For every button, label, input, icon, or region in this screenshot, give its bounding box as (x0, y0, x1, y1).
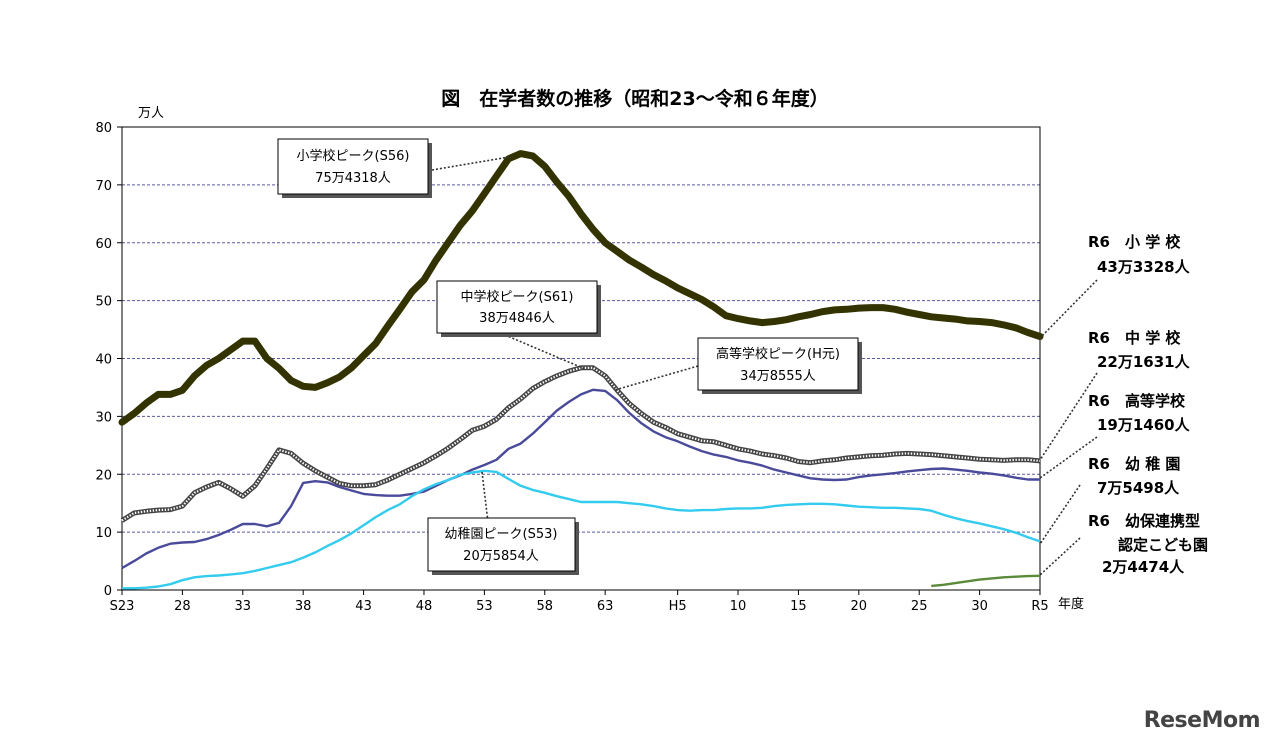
callout-box (697, 337, 859, 391)
x-tick-label: 30 (971, 599, 988, 614)
series-高等学校 (121, 388, 1040, 570)
legend-value: 43万3328人 (1097, 258, 1191, 276)
series-line-outer (120, 365, 1041, 523)
y-tick-label: 80 (95, 121, 112, 136)
legend-title-line2: 認定こども園 (1118, 536, 1208, 554)
y-tick-label: 50 (95, 295, 112, 310)
x-tick-label: 43 (355, 599, 372, 614)
callout-title: 小学校ピーク(S56) (297, 148, 410, 164)
leader-line (481, 471, 489, 523)
callout-box (436, 280, 598, 334)
callout-box (427, 517, 576, 572)
series-line (931, 574, 1041, 588)
callout-title: 高等学校ピーク(H元) (716, 346, 840, 362)
callout-junior-high-peak: 中学校ピーク(S61) 38万4846人 (436, 280, 601, 370)
series-line (121, 388, 1040, 570)
series-小学校 (118, 150, 1044, 426)
legend-value: 22万1631人 (1097, 353, 1191, 371)
legend-title: R6 小 学 校 (1088, 233, 1181, 251)
series-幼保連携型認定こども園 (931, 574, 1041, 588)
chart-title: 図 在学者数の推移（昭和23～令和６年度） (441, 87, 828, 110)
callout-elementary-peak: 小学校ピーク(S56) 75万4318人 (277, 138, 516, 198)
y-tick-label: 60 (95, 237, 112, 252)
leader-line (1039, 372, 1098, 461)
x-tick-label: 28 (174, 599, 191, 614)
callout-box (277, 138, 429, 195)
series-lines (118, 150, 1044, 590)
legend-kindergarten: R6 幼 稚 園 7万5498人 (1039, 455, 1180, 545)
x-tick-label: 53 (476, 599, 493, 614)
y-axis-unit-label: 万人 (138, 106, 164, 121)
series-line (118, 150, 1044, 426)
y-tick-label: 40 (95, 353, 112, 368)
series-line (122, 469, 1041, 590)
x-axis-ticks: S23 28 33 38 43 48 53 58 63 H5 10 15 20 25 30 R5 (110, 590, 1049, 614)
leader-line (504, 334, 586, 370)
leader-line (1039, 484, 1081, 545)
y-tick-label: 30 (95, 410, 112, 425)
y-tick-label: 10 (95, 526, 112, 541)
legend-title: R6 幼 稚 園 (1088, 455, 1180, 473)
series-line-inner (121, 366, 1041, 522)
callout-value: 38万4846人 (479, 311, 555, 326)
callout-high-school-peak: 高等学校ピーク(H元) 34万8555人 (614, 337, 862, 394)
series-中学校 (120, 365, 1041, 523)
x-tick-label: 48 (416, 599, 433, 614)
x-tick-label: 33 (235, 599, 252, 614)
plot-frame (121, 126, 1041, 591)
legend-value: 7万5498人 (1097, 479, 1180, 497)
leader-line (1039, 279, 1098, 339)
x-tick-label: 58 (536, 599, 553, 614)
y-tick-label: 70 (95, 179, 112, 194)
y-axis-ticks: 0 10 20 30 40 50 60 70 80 (95, 121, 122, 599)
x-tick-label: S23 (110, 599, 135, 614)
callout-kindergarten-peak: 幼稚園ピーク(S53) 20万5854人 (427, 471, 579, 575)
x-tick-label: 10 (730, 599, 747, 614)
legend-title: R6 幼保連携型 (1088, 512, 1200, 530)
y-tick-label: 20 (95, 468, 112, 483)
leader-line (614, 365, 699, 391)
x-tick-label: 38 (295, 599, 312, 614)
resemom-logo: ReseMom (1143, 708, 1261, 733)
x-tick-label: R5 (1031, 599, 1048, 614)
x-tick-label: 15 (790, 599, 807, 614)
x-tick-label: H5 (669, 599, 687, 614)
legend-value: 2万4474人 (1102, 558, 1185, 576)
legend-elementary: R6 小 学 校 43万3328人 (1039, 233, 1191, 339)
legend-junior-high: R6 中 学 校 22万1631人 (1039, 329, 1191, 461)
x-tick-label: 63 (597, 599, 614, 614)
callout-value: 20万5854人 (463, 549, 539, 564)
x-tick-label: 25 (911, 599, 928, 614)
legend-value: 19万1460人 (1097, 416, 1191, 434)
x-axis-unit-label: 年度 (1058, 596, 1084, 612)
legend-title: R6 中 学 校 (1088, 329, 1181, 347)
callout-value: 75万4318人 (315, 171, 391, 186)
callout-title: 幼稚園ピーク(S53) (445, 527, 558, 542)
leader-line (1039, 537, 1081, 576)
callout-title: 中学校ピーク(S61) (461, 289, 574, 305)
series-幼稚園 (122, 469, 1041, 590)
legend-nintei-kodomoen: R6 幼保連携型 認定こども園 2万4474人 (1039, 512, 1208, 576)
x-tick-label: 20 (851, 599, 868, 614)
legend-title: R6 高等学校 (1088, 392, 1186, 410)
callout-value: 34万8555人 (740, 369, 816, 384)
y-tick-label: 0 (104, 584, 112, 599)
legend-high-school: R6 高等学校 19万1460人 (1039, 392, 1191, 479)
